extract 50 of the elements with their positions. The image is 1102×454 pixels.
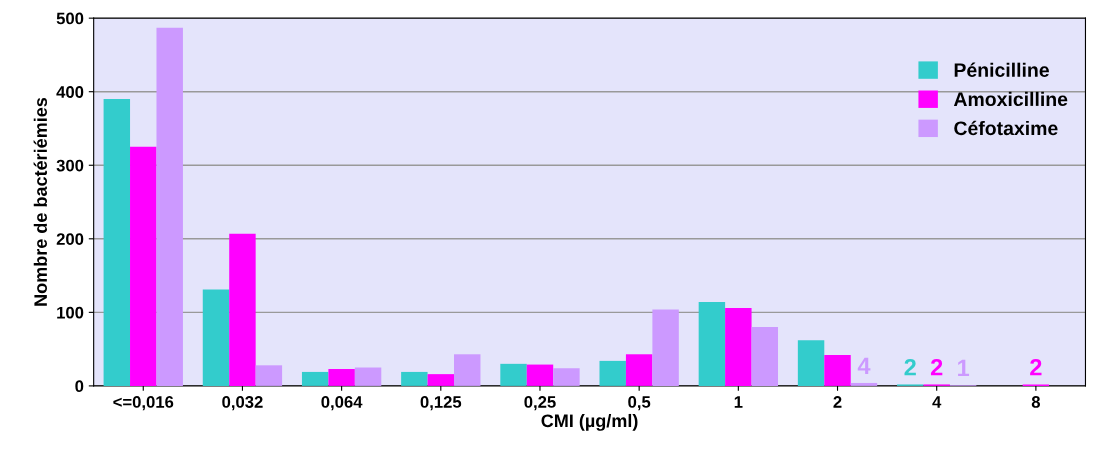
y-tick-label: 0	[75, 380, 84, 393]
bar	[553, 368, 580, 386]
bar	[103, 99, 131, 386]
bar	[625, 354, 653, 386]
y-axis-title: Nombre de bactériémies	[33, 97, 48, 306]
y-tick-label: 100	[57, 306, 84, 319]
x-tick-label: 1	[734, 396, 743, 408]
x-tick-label: 2	[833, 396, 842, 408]
y-tick-label: 200	[56, 233, 84, 246]
bar	[401, 371, 428, 386]
bar	[599, 360, 626, 386]
x-tick-label: 0,032	[222, 396, 263, 411]
x-tick-label: 0,5	[628, 396, 651, 411]
bar	[500, 363, 527, 386]
x-tick-label: 0,125	[420, 396, 462, 411]
legend-label: Amoxicilline	[953, 91, 1068, 107]
bar	[698, 302, 726, 386]
bar	[328, 368, 355, 386]
legend-label: Céfotaxime	[954, 120, 1058, 136]
data-label: 2	[930, 358, 943, 376]
bar	[202, 289, 230, 386]
y-tick-label: 300	[56, 159, 84, 172]
bar	[652, 309, 679, 386]
x-tick-label: 8	[1031, 396, 1040, 408]
bar	[354, 367, 382, 386]
x-tick-label: 0,25	[524, 396, 556, 411]
data-label: 2	[904, 358, 916, 376]
y-tick-label: 500	[56, 12, 84, 25]
bar	[824, 355, 851, 386]
x-tick-label: <=0,016	[113, 396, 174, 411]
bar	[725, 307, 752, 386]
bar	[427, 374, 455, 386]
bar	[850, 382, 878, 386]
bar	[797, 340, 825, 386]
bar	[229, 233, 256, 386]
data-label: 2	[1030, 358, 1042, 376]
y-tick-label: 400	[56, 86, 84, 98]
bar	[130, 146, 157, 386]
bar	[156, 27, 183, 386]
x-axis-title: CMI (µg/ml)	[541, 413, 638, 431]
data-label: 4	[857, 357, 871, 374]
bar	[454, 354, 481, 386]
x-tick-label: 4	[932, 396, 942, 408]
bar	[301, 371, 329, 386]
bar	[751, 327, 779, 386]
legend-label: Pénicilline	[954, 62, 1049, 77]
data-label: 1	[958, 359, 970, 377]
bar	[526, 364, 554, 386]
bar	[255, 365, 283, 386]
x-tick-label: 0,064	[321, 396, 363, 411]
